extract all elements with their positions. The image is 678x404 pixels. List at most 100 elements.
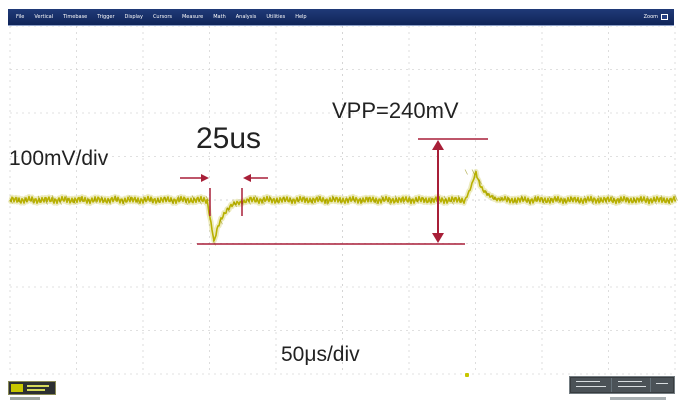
waveform-noise-tick [142,196,146,202]
waveform-noise-tick [324,199,328,205]
zoom-button[interactable] [661,14,668,20]
waveform-noise-tick [282,196,286,202]
waveform-noise-tick [429,196,433,203]
menu-file[interactable]: File [16,14,25,20]
trigger-text-line-1 [618,381,642,382]
waveform-noise-tick [541,199,545,205]
waveform-noise-tick [275,198,279,205]
waveform-noise-tick [44,199,48,205]
zoom-control[interactable]: Zoom [644,14,674,20]
measurement-markers [180,138,488,245]
waveform-noise-tick [86,197,90,203]
waveform-noise-tick [366,196,370,202]
grid [9,26,676,375]
waveform-noise-tick [618,198,622,204]
vertical-scale-label: 100mV/div [9,147,109,170]
waveform-noise-tick [261,199,265,205]
waveform-noise-tick [37,195,41,201]
waveform-noise-tick [149,197,153,204]
waveform-noise-tick [135,199,139,205]
time-interval-label: 25us [196,122,261,155]
waveform-noise-tick [163,196,167,202]
menu-measure[interactable]: Measure [181,14,204,20]
waveform-noise-tick [415,198,419,204]
waveform-noise-tick [401,199,405,205]
waveform-noise-tick [639,198,643,204]
trigger-text-line-2 [618,386,646,387]
waveform-noise-tick [331,195,335,201]
menu-utilities[interactable]: Utilities [266,14,286,20]
waveform-noise-tick [653,199,657,205]
waveform-noise-tick [492,194,496,201]
waveform-display: 100mV/div 25us VPP=240mV 50μs/div [0,26,678,382]
waveform-noise-tick [485,190,489,196]
waveform-noise-tick [506,196,510,202]
menu-math[interactable]: Math [213,14,226,20]
waveform-noise-tick [520,195,524,201]
waveform-noise-tick [107,199,111,205]
vpp-arrow-top-head [432,140,444,150]
horizontal-scale-label: 50μs/div [281,343,360,366]
waveform-noise-tick [198,199,202,205]
waveform-noise-tick [583,195,587,201]
time-arrow-right-head [243,174,251,182]
waveform-noise-tick [352,197,356,204]
waveform-noise-tick [569,196,573,202]
waveform-noise-tick [464,169,468,175]
vpp-arrow-bottom-head [432,233,444,243]
waveform-noise-tick [317,195,321,201]
timebase-status-caption [610,397,666,400]
waveform-noise-tick [128,195,132,201]
menu-vertical[interactable]: Vertical [34,14,54,20]
channel-status-caption [10,397,40,400]
menu-trigger[interactable]: Trigger [97,14,115,20]
waveform-noise-tick [604,199,608,205]
acquisition-panel [651,378,673,392]
timebase-status-panel[interactable] [569,376,675,394]
channel-status-line-2 [27,389,45,391]
menu-bar: File Vertical Timebase Trigger Display C… [8,9,674,26]
waveform-noise-tick [534,195,538,201]
menu-display[interactable]: Display [124,14,143,20]
menu-timebase[interactable]: Timebase [63,14,88,20]
waveform-noise-tick [58,199,62,205]
annotation-layer: 100mV/div 25us VPP=240mV 50μs/div [9,98,459,366]
menu-analysis[interactable]: Analysis [235,14,257,20]
waveform-noise-tick [296,198,300,204]
waveform-noise-tick [380,195,384,201]
waveform-noise-tick [114,195,118,201]
waveform-noise-tick [562,197,566,203]
waveform-noise-tick [450,199,454,205]
waveform-noise-tick [422,197,426,203]
trigger-position-marker [465,373,469,377]
waveform-noise-tick [121,199,125,205]
waveform-noise-tick [674,195,678,201]
waveform-noise-tick [51,195,55,201]
waveform-noise-tick [548,196,552,202]
menu-cursors[interactable]: Cursors [152,14,172,20]
acquisition-text-line [656,383,668,384]
waveform-noise-tick [219,219,223,225]
waveform-noise-tick [394,195,398,201]
menu-help[interactable]: Help [295,14,307,20]
trace-layer [7,168,678,246]
waveform-noise-tick [65,195,69,201]
peak-to-peak-label: VPP=240mV [332,98,459,123]
waveform-noise-tick [156,197,160,203]
zoom-label: Zoom [643,14,658,20]
waveform-noise-tick [408,195,412,202]
waveform-noise-tick [254,195,258,201]
oscilloscope-plot: 100mV/div 25us VPP=240mV 50μs/div [7,26,678,375]
waveform-noise-tick [16,197,20,203]
channel-status-panel[interactable] [8,381,56,395]
waveform-noise-tick [611,195,615,202]
waveform-noise-tick [632,196,636,203]
waveform-noise-tick [345,196,349,202]
waveform-noise-tick [9,198,13,204]
waveform-noise-tick [387,199,391,205]
waveform-noise-tick [268,195,272,201]
waveform-noise-tick [247,199,251,205]
waveform-noise-tick [79,196,83,202]
channel-status-line-1 [27,385,49,387]
